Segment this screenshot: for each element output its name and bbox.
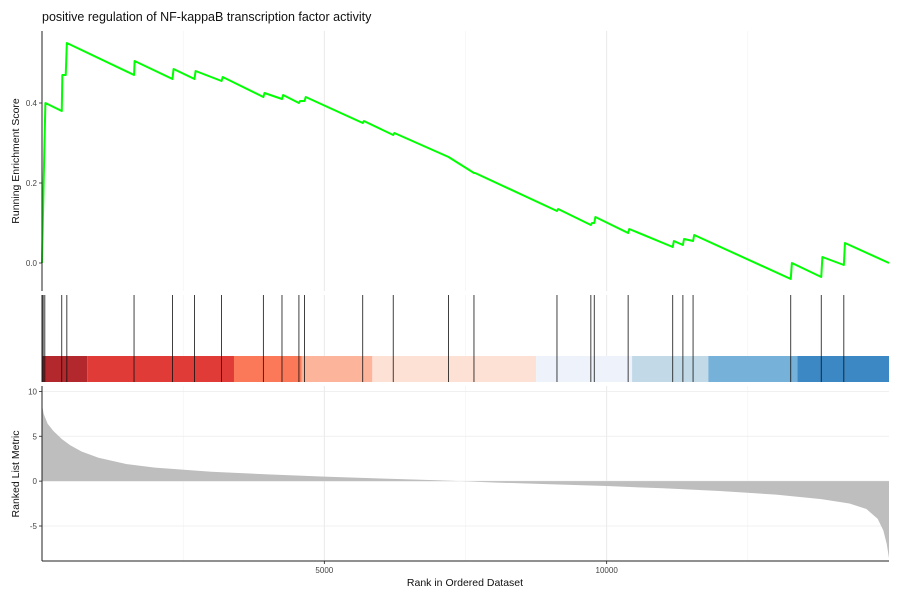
y-enrichment-tick-label: 0.0 [26,259,38,268]
rank-band [233,356,302,382]
enrichment-grid [182,31,749,291]
y-enrichment-tick-label: 0.4 [26,99,38,108]
ranked-metric-area-group [42,404,889,559]
y-axis-label-enrichment: Running Enrichment Score [10,98,22,224]
rank-band [87,356,234,382]
ranked-metric-area [42,404,889,559]
enrichment-line-group [41,42,890,280]
gene-hit-markers [41,295,845,382]
y-axis-label-ranked: Ranked List Metric [10,431,22,518]
rank-band [42,356,88,382]
y-ranked-tick-label: -5 [30,522,38,531]
y-ranked-tick-label: 0 [33,477,38,486]
y-ranked-tick-label: 5 [33,432,38,441]
rank-band [536,356,633,382]
x-tick-label: 5000 [315,566,333,575]
ranked-color-bands [42,356,889,382]
rank-band [797,356,889,382]
rank-band [372,356,537,382]
rank-band [708,356,798,382]
y-ranked-tick-label: 10 [28,387,37,396]
x-tick-label: 10000 [596,566,619,575]
x-axis-label: Rank in Ordered Dataset [407,577,523,589]
rank-band [632,356,709,382]
enrichment-score-line [41,42,890,280]
chart-title: positive regulation of NF-kappaB transcr… [42,10,372,24]
y-enrichment-tick-label: 0.2 [26,179,38,188]
axes: 0.0 0.2 0.4 10 5 0 -5 5000 10000 [26,31,889,575]
rank-band [301,356,373,382]
